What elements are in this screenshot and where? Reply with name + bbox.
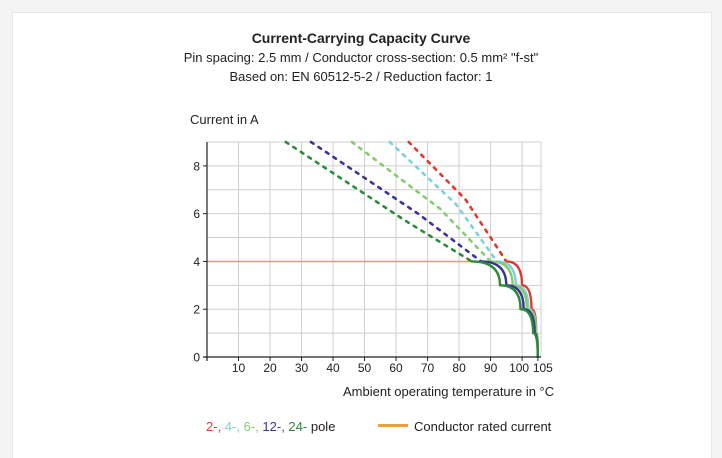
- legend-pole-entry: 2-: [206, 419, 218, 434]
- curve-dashed-2: [350, 140, 492, 263]
- curve-dashed-0: [407, 140, 508, 263]
- legend-separator: ,: [255, 419, 263, 434]
- legend-poles: 2-, 4-, 6-, 12-, 24- pole: [206, 419, 335, 434]
- x-tick-label: 80: [452, 361, 466, 375]
- x-tick-label: 90: [484, 361, 498, 375]
- legend-pole-entry: 6-: [243, 419, 256, 434]
- y-tick-label: 6: [193, 207, 200, 221]
- y-tick-label: 4: [193, 255, 200, 269]
- y-tick-label: 0: [193, 351, 200, 365]
- x-tick-label: 20: [263, 361, 277, 375]
- curve-dashed-3: [309, 140, 483, 263]
- chart-title: Current-Carrying Capacity Curve: [251, 30, 471, 46]
- rated-current-swatch: [378, 424, 408, 428]
- x-tick-label: 30: [295, 361, 309, 375]
- y-tick-label: 2: [193, 303, 200, 317]
- legend-pole-entry: 12-: [262, 419, 282, 434]
- x-tick-label: 105: [533, 361, 553, 375]
- legend-separator: ,: [281, 419, 289, 434]
- chart-subtitle-line2: Based on: EN 60512-5-2 / Reduction facto…: [229, 69, 493, 84]
- legend-separator: ,: [217, 419, 225, 434]
- chart-subtitle-line1: Pin spacing: 2.5 mm / Conductor cross-se…: [183, 50, 539, 65]
- y-tick-label: 8: [193, 159, 200, 173]
- curve-dashed-1: [388, 140, 499, 263]
- legend-rated-current: Conductor rated current: [378, 419, 551, 434]
- x-tick-label: 50: [358, 361, 372, 375]
- x-tick-label: 40: [326, 361, 340, 375]
- legend-pole-suffix: pole: [310, 419, 336, 434]
- legend-pole-entry: 4-: [224, 419, 237, 434]
- x-tick-label: 70: [421, 361, 435, 375]
- curve-solid-4: [470, 260, 539, 359]
- rated-current-label: Conductor rated current: [414, 419, 552, 434]
- x-axis-label: Ambient operating temperature in °C: [343, 384, 555, 399]
- x-tick-label: 60: [389, 361, 403, 375]
- curve-dashed-4: [284, 140, 473, 263]
- legend-separator: ,: [236, 419, 244, 434]
- legend-pole-entry: 24-: [288, 419, 308, 434]
- y-axis-label: Current in A: [190, 112, 259, 127]
- x-tick-label: 10: [232, 361, 246, 375]
- chart-card: [12, 12, 712, 458]
- x-tick-label: 100: [509, 361, 529, 375]
